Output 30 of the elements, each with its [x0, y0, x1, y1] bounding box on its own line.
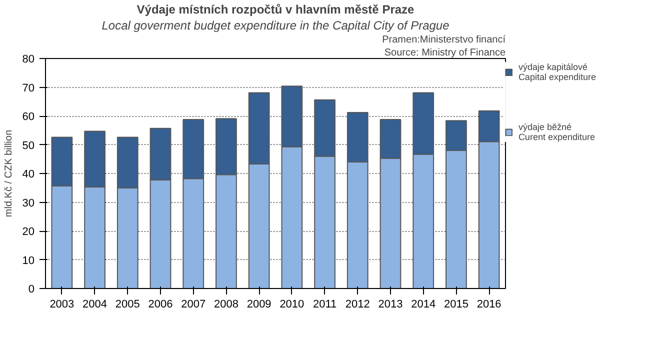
x-tick-label: 2016 [476, 298, 502, 310]
chart-title: Výdaje místních rozpočtů v hlavním městě Praze [136, 2, 415, 16]
y-tick-label: 80 [22, 54, 35, 66]
y-tick-label: 20 [22, 226, 35, 238]
y-tick-label: 60 [22, 111, 35, 123]
legend-label: výdaje kapitálové Capital expenditure [518, 62, 596, 82]
x-tick-label: 2006 [148, 298, 173, 310]
y-tick-label: 0 [28, 284, 35, 296]
y-tick-label: 40 [22, 168, 35, 180]
x-tick-label: 2015 [444, 298, 468, 310]
y-tick-label: 70 [22, 82, 35, 94]
y-tick-label: 30 [22, 197, 35, 210]
chart-subtitle: Local goverment budget expenditure in the Capital City of Prague [102, 18, 450, 32]
x-tick-label: 2011 [312, 298, 337, 310]
x-tick-label: 2013 [378, 298, 403, 310]
legend-label: výdaje běžné Curent expenditure [518, 122, 595, 142]
x-tick-label: 2007 [181, 298, 206, 310]
x-tick-label: 2010 [280, 298, 304, 310]
x-tick-label: 2012 [345, 298, 370, 310]
x-tick-label: 2014 [411, 298, 436, 310]
x-tick-label: 2008 [214, 298, 238, 310]
x-tick-label: 2003 [50, 298, 74, 310]
x-tick-label: 2005 [115, 298, 140, 310]
y-axis-title: mld.Kč / CZK billion [3, 130, 14, 218]
x-tick-label: 2009 [246, 298, 272, 310]
text: Pramen:Ministerstvo financí [382, 34, 506, 46]
y-tick-label: 50 [22, 140, 35, 152]
source-note: Source: Ministry of Finance [384, 48, 506, 58]
x-tick-label: 2004 [82, 298, 108, 310]
y-tick-label: 10 [22, 254, 35, 267]
